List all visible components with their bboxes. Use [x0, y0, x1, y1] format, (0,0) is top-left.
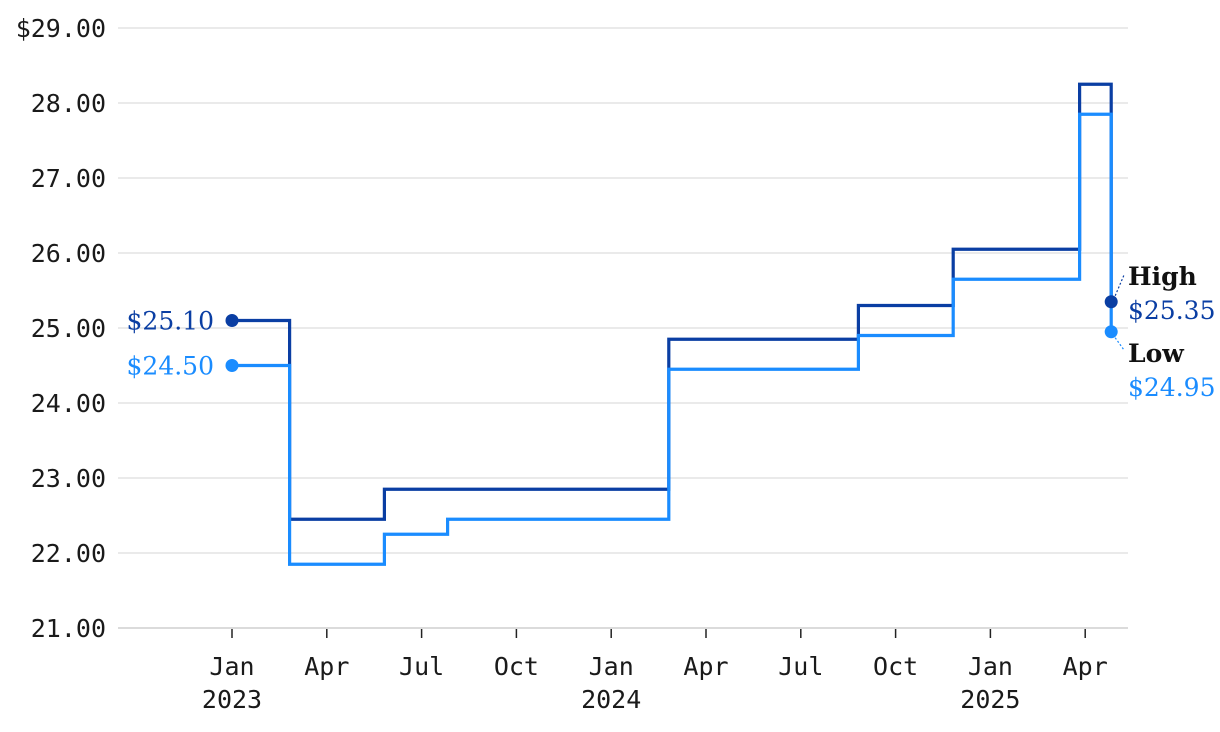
x-tick-month: Apr [683, 652, 728, 681]
y-tick-label: $29.00 [16, 14, 106, 43]
x-tick-month: Oct [873, 652, 918, 681]
y-axis-labels: $29.00 28.00 27.00 26.00 25.00 24.00 23.00 22.0… [16, 14, 106, 643]
series-line-high [232, 82, 1113, 521]
start-point-low [225, 359, 239, 372]
y-tick-label: 22.00 [31, 539, 106, 568]
series-name-label: High [1128, 262, 1197, 291]
x-tick-year: 2023 [202, 685, 262, 714]
series-line-low [232, 112, 1113, 566]
y-tick-label: 21.00 [31, 614, 106, 643]
x-tick-month: Apr [304, 652, 349, 681]
end-point-low [1104, 325, 1118, 339]
x-tick-month: Jan [968, 652, 1013, 681]
x-tick-month: Apr [1063, 652, 1108, 681]
leader-line [1114, 337, 1125, 351]
x-tick-year: 2024 [581, 685, 641, 714]
series-lines [232, 82, 1113, 566]
x-tick-month: Jul [399, 652, 444, 681]
y-tick-label: 28.00 [31, 89, 106, 118]
start-value-label: $24.50 [127, 352, 214, 381]
end-value-label: $24.95 [1128, 373, 1215, 402]
x-tick-year: 2025 [960, 685, 1020, 714]
series-name-label: Low [1128, 339, 1185, 368]
y-tick-label: 27.00 [31, 164, 106, 193]
x-tick-month: Jan [209, 652, 254, 681]
start-value-label: $25.10 [127, 307, 214, 336]
start-point-high [225, 314, 239, 327]
end-point-high [1104, 295, 1118, 309]
x-tick-month: Jul [778, 652, 823, 681]
y-tick-label: 26.00 [31, 239, 106, 268]
x-tick-month: Oct [494, 652, 539, 681]
series-labels: $25.10 High $25.35 $24.50 Low $24.95 [127, 262, 1216, 402]
end-value-label: $25.35 [1128, 296, 1215, 325]
x-tick-month: Jan [589, 652, 634, 681]
grid-lines [118, 27, 1128, 629]
y-tick-label: 25.00 [31, 314, 106, 343]
y-tick-label: 24.00 [31, 389, 106, 418]
x-axis: Jan 2023 Apr Jul Oct Jan 2024 Apr Jul Oct Jan 2025 A… [202, 629, 1108, 714]
leader-line [1114, 274, 1125, 296]
y-tick-label: 23.00 [31, 464, 106, 493]
